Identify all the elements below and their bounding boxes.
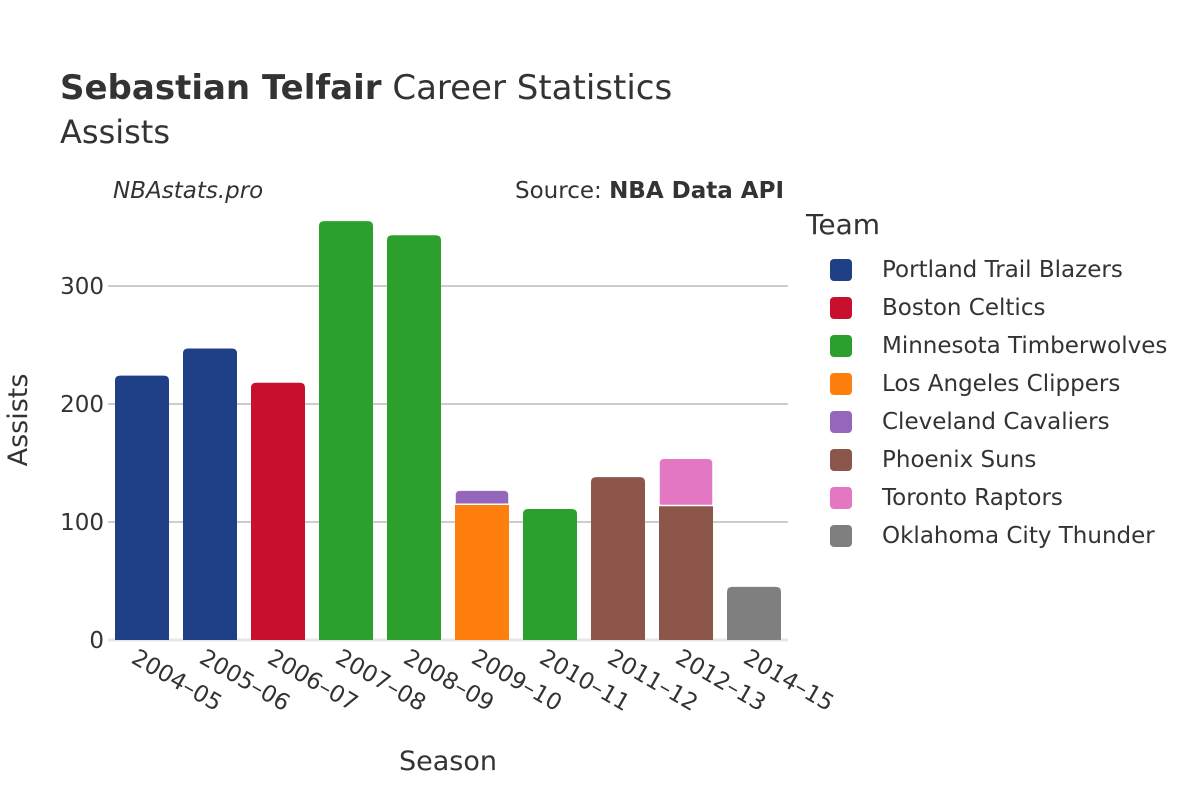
legend-item[interactable]: Phoenix Suns (806, 441, 1167, 479)
legend-label: Toronto Raptors (882, 485, 1063, 511)
bar-segment (251, 382, 305, 640)
legend-item[interactable]: Oklahoma City Thunder (806, 517, 1167, 555)
legend-item[interactable]: Portland Trail Blazers (806, 251, 1167, 289)
legend-item[interactable]: Los Angeles Clippers (806, 365, 1167, 403)
legend-swatch (830, 373, 852, 395)
chart-title-block: Sebastian Telfair Career Statistics Assi… (60, 68, 672, 152)
bars (115, 221, 781, 640)
watermark: NBAstats.pro (113, 178, 264, 204)
bar-segment (523, 509, 577, 640)
bar-segment (455, 504, 509, 640)
legend-swatch (830, 487, 852, 509)
legend-label: Oklahoma City Thunder (882, 523, 1155, 549)
source-prefix: Source: (515, 178, 602, 204)
legend-swatch (830, 525, 852, 547)
bar-segment (591, 477, 645, 640)
bar-segment (183, 348, 237, 640)
bar-segment (659, 505, 713, 640)
legend-swatch (830, 449, 852, 471)
y-axis-title: Assists (3, 374, 34, 467)
bar-segment (319, 221, 373, 640)
bar-segment (658, 457, 714, 507)
y-tick-label: 100 (60, 510, 104, 536)
legend-label: Cleveland Cavaliers (882, 409, 1110, 435)
legend-label: Phoenix Suns (882, 447, 1037, 473)
legend-items: Portland Trail Blazers Boston Celtics Minn… (806, 251, 1167, 555)
y-tick-label: 300 (60, 274, 104, 300)
bar-segment (115, 375, 169, 640)
legend-swatch (830, 335, 852, 357)
x-axis-ticks: 2004–052005–062006–072007–082008–092009–… (127, 645, 838, 717)
legend-label: Minnesota Timberwolves (882, 333, 1168, 359)
legend-label: Boston Celtics (882, 295, 1046, 321)
legend-label: Los Angeles Clippers (882, 371, 1121, 397)
legend-swatch (830, 297, 852, 319)
chart-title-player: Sebastian Telfair (60, 68, 382, 108)
x-axis-title: Season (399, 746, 497, 777)
legend-title: Team (806, 208, 881, 241)
legend: Team Portland Trail Blazers Boston Celtic… (806, 208, 1167, 555)
source-name: NBA Data API (609, 178, 784, 204)
chart-title: Sebastian Telfair Career Statistics (60, 68, 672, 108)
legend-item[interactable]: Minnesota Timberwolves (806, 327, 1167, 365)
legend-item[interactable]: Cleveland Cavaliers (806, 403, 1167, 441)
chart-title-suffix: Career Statistics (392, 68, 673, 108)
y-tick-label: 0 (89, 628, 104, 654)
bar-segment (387, 235, 441, 640)
chart-subtitle: Assists (60, 113, 171, 151)
legend-swatch (830, 411, 852, 433)
legend-swatch (830, 259, 852, 281)
y-axis-ticks: 0 100 200 300 (60, 274, 104, 654)
bar-segment (727, 586, 781, 640)
bar-segment (454, 489, 510, 506)
y-tick-label: 200 (60, 392, 104, 418)
source-credit: Source: NBA Data API (515, 178, 784, 204)
legend-item[interactable]: Toronto Raptors (806, 479, 1167, 517)
legend-label: Portland Trail Blazers (882, 257, 1123, 283)
legend-item[interactable]: Boston Celtics (806, 289, 1167, 327)
